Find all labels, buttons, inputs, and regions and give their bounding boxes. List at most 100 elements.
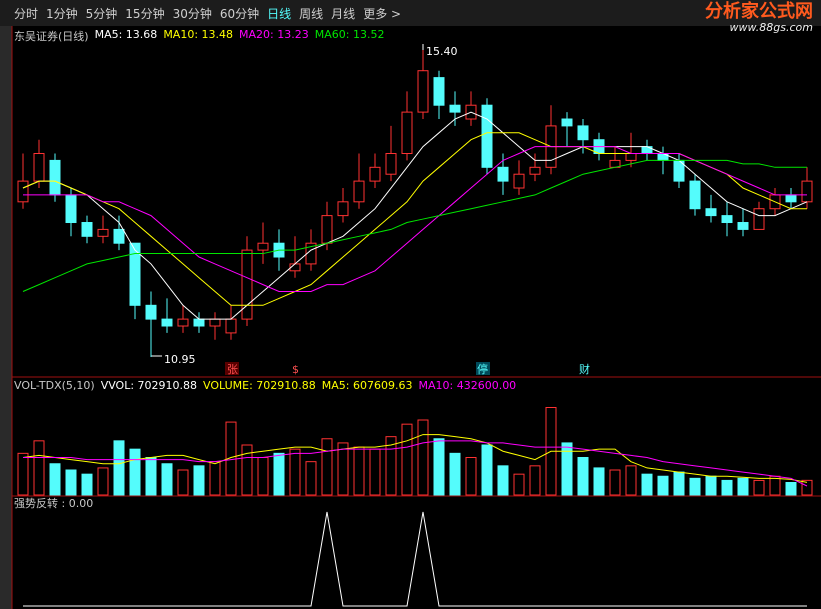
volume-bar — [513, 473, 525, 496]
candle-body — [225, 318, 237, 334]
candle-body — [721, 215, 733, 224]
volume-bar — [273, 452, 285, 496]
marker: 财 — [579, 362, 590, 376]
candle-body — [49, 159, 61, 196]
candle-body — [737, 222, 749, 230]
tab[interactable]: 周线 — [299, 6, 324, 21]
volume-bar — [81, 473, 93, 496]
logo-name: 分析家公式网 — [705, 1, 813, 22]
candle-body — [753, 208, 765, 230]
tab[interactable]: 分时 — [14, 6, 39, 21]
volume-bar — [257, 457, 269, 496]
candle-body — [385, 153, 397, 175]
ma-line — [23, 146, 807, 293]
volume-bar — [305, 461, 317, 496]
volume-bar — [625, 465, 637, 496]
volume-bar — [449, 452, 461, 496]
tab[interactable]: 5分钟 — [85, 6, 118, 21]
tab[interactable]: 月线 — [331, 6, 356, 21]
candle-body — [145, 304, 157, 320]
volume-ma-line — [23, 440, 808, 487]
legend-item: VOL-TDX(5,10) — [14, 379, 95, 392]
candle-body — [161, 318, 173, 327]
volume-bar — [289, 448, 301, 496]
volume-bar — [97, 467, 109, 496]
candle-body — [113, 228, 125, 244]
tab[interactable]: 1分钟 — [46, 6, 78, 21]
candle-body — [801, 180, 813, 203]
volume-legend: VOL-TDX(5,10) VVOL: 702910.88 VOLUME: 7029… — [14, 379, 516, 392]
tab[interactable]: 更多 > — [363, 6, 402, 21]
volume-bar — [785, 482, 797, 496]
tab[interactable]: 60分钟 — [219, 6, 260, 21]
annotation: 15.40 — [426, 45, 458, 58]
volume-ma-line — [22, 434, 808, 483]
volume-bar — [49, 463, 61, 496]
logo: 分析家公式网 www.88gs.com — [705, 2, 813, 34]
volume-bar — [113, 440, 125, 496]
logo-url: www.88gs.com — [729, 21, 813, 34]
tab[interactable]: 30分钟 — [172, 6, 212, 21]
tab[interactable]: 15分钟 — [125, 6, 165, 21]
candle-body — [65, 194, 77, 224]
volume-bar — [129, 448, 141, 496]
volume-bar — [209, 461, 221, 496]
candle-body — [785, 194, 797, 203]
candle-body — [625, 153, 637, 161]
volume-bar — [705, 475, 717, 496]
candle-body — [369, 166, 381, 182]
legend-item: VVOL: 702910.88 — [100, 379, 198, 392]
legend-item: MA10: 13.48 — [163, 28, 234, 41]
volume-bar — [657, 475, 669, 496]
toolbar: 分时 1分钟 5分钟 15分钟 30分钟 60分钟 日线 周线 月线 更多 > — [0, 0, 821, 26]
volume-bar — [641, 473, 653, 496]
volume-bar — [465, 457, 477, 496]
legend-item: MA60: 13.52 — [314, 28, 385, 41]
ma-line — [22, 132, 807, 306]
volume-bar — [145, 457, 157, 496]
ma-line — [22, 111, 808, 320]
volume-bar — [369, 448, 381, 496]
volume-bar — [529, 465, 541, 496]
volume-bar — [65, 469, 77, 496]
candle-body — [449, 104, 461, 113]
volume-bar — [801, 479, 813, 496]
marker: $ — [292, 363, 299, 376]
legend-item: MA20: 13.23 — [239, 28, 309, 41]
volume-bar — [177, 469, 189, 496]
marker-bg — [476, 362, 490, 375]
ma-line — [22, 159, 807, 292]
marker-bg — [225, 362, 239, 375]
candle-body — [401, 111, 413, 155]
volume-bar — [353, 446, 365, 496]
volume-bar — [497, 465, 509, 496]
volume-bar — [417, 419, 429, 496]
candle-body — [481, 104, 493, 168]
volume-bar — [193, 465, 205, 496]
candle-body — [417, 70, 429, 113]
candle-body — [529, 166, 541, 175]
legend-item: 东吴证券(日线) — [14, 30, 89, 43]
side-strip — [0, 26, 12, 609]
legend-item: MA5: 607609.63 — [321, 379, 413, 392]
volume-bar — [561, 442, 573, 496]
candle-body — [257, 242, 269, 251]
volume-bar — [321, 438, 333, 496]
tab[interactable]: 日线 — [267, 6, 292, 21]
volume-bar — [33, 440, 45, 496]
legend-item: MA10: 432600.00 — [418, 379, 517, 392]
volume-bar — [609, 469, 621, 496]
candle-body — [97, 228, 109, 237]
annotation: 10.95 — [164, 353, 196, 366]
volume-bar — [433, 438, 445, 496]
volume-bar — [337, 442, 349, 496]
candle-body — [577, 125, 589, 141]
volume-bar — [593, 467, 605, 496]
price-legend: 东吴证券(日线) MA5: 13.68 MA10: 13.48 MA20: 13.23… — [14, 28, 384, 44]
candle-body — [193, 318, 205, 327]
volume-bar — [17, 452, 29, 496]
volume-bar — [481, 444, 493, 496]
candle-body — [305, 242, 317, 265]
volume-bar — [721, 479, 733, 496]
